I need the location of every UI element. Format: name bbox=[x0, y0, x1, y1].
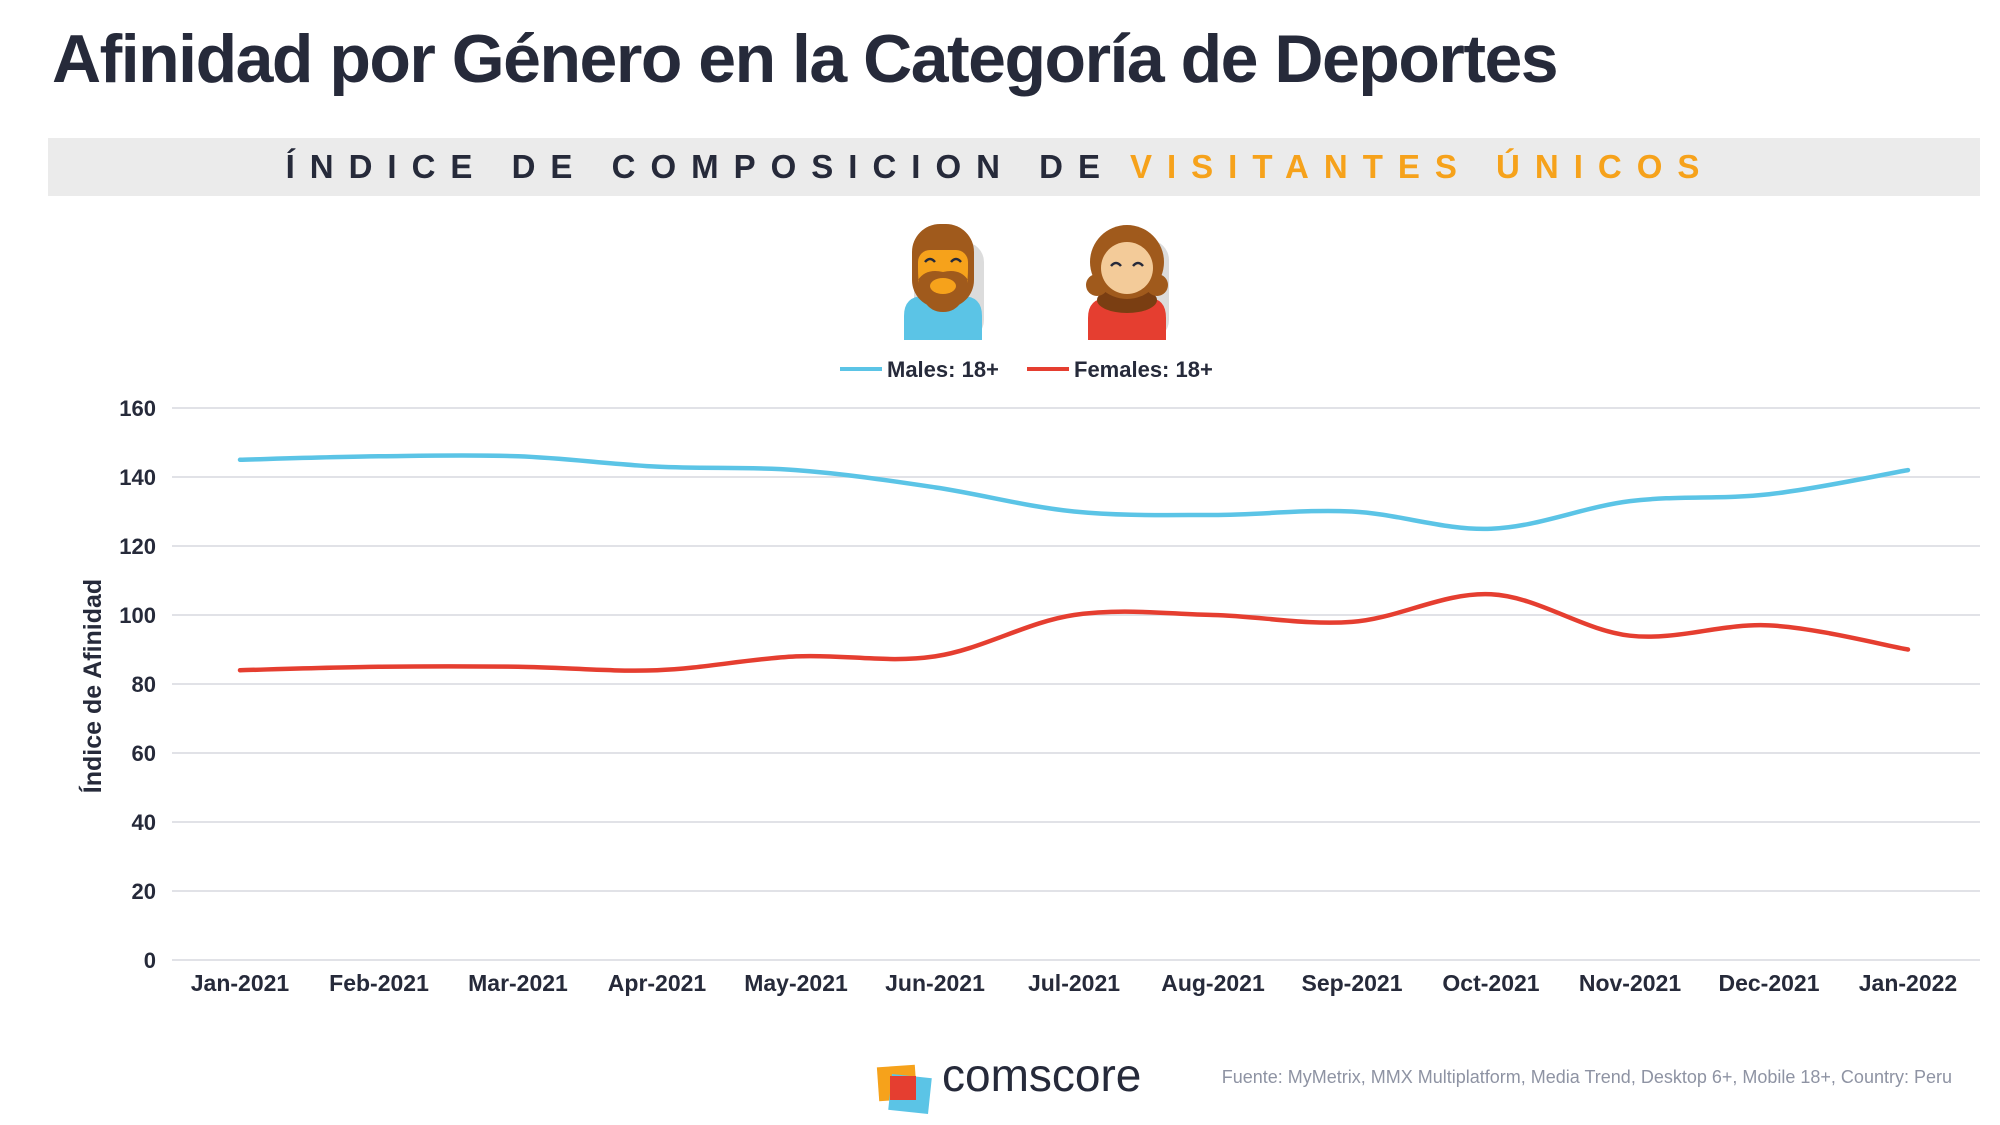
y-tick-label: 40 bbox=[132, 810, 156, 835]
x-tick-label: Feb-2021 bbox=[329, 970, 429, 996]
y-axis-ticks: 0 20 40 60 80 100 120 140 160 bbox=[119, 396, 156, 973]
subtitle-band bbox=[48, 138, 1980, 196]
y-tick-label: 140 bbox=[119, 465, 156, 490]
x-tick-label: Oct-2021 bbox=[1442, 970, 1539, 996]
female-avatar-icon bbox=[1086, 225, 1169, 340]
x-tick-label: Apr-2021 bbox=[608, 970, 707, 996]
y-tick-label: 80 bbox=[132, 672, 156, 697]
x-tick-label: Sep-2021 bbox=[1301, 970, 1402, 996]
x-tick-label: Dec-2021 bbox=[1718, 970, 1819, 996]
series-lines bbox=[237, 453, 1911, 673]
x-tick-label: Jul-2021 bbox=[1028, 970, 1120, 996]
subtitle-highlight: VISITANTES ÚNICOS bbox=[1129, 148, 1715, 185]
subtitle-prefix: ÍNDICE DE COMPOSICION DE bbox=[285, 148, 1115, 185]
chart-legend: Males: 18+ Females: 18+ bbox=[840, 357, 1213, 382]
legend-label-females: Females: 18+ bbox=[1074, 357, 1213, 382]
x-tick-label: Nov-2021 bbox=[1579, 970, 1681, 996]
male-avatar-icon bbox=[904, 224, 984, 340]
x-tick-label: May-2021 bbox=[744, 970, 848, 996]
subtitle: ÍNDICE DE COMPOSICION DE VISITANTES ÚNIC… bbox=[0, 138, 2000, 196]
series-line-males bbox=[237, 453, 1911, 532]
x-axis-ticks: Jan-2021 Feb-2021 Mar-2021 Apr-2021 May-2021… bbox=[191, 970, 1957, 996]
comscore-logo-icon bbox=[876, 1064, 932, 1114]
y-tick-label: 60 bbox=[132, 741, 156, 766]
y-tick-label: 120 bbox=[119, 534, 156, 559]
comscore-logo-text: comscore bbox=[942, 1049, 1142, 1101]
y-tick-label: 100 bbox=[119, 603, 156, 628]
legend-label-males: Males: 18+ bbox=[887, 357, 999, 382]
y-axis-label: Índice de Afinidad bbox=[78, 579, 107, 793]
x-tick-label: Jan-2022 bbox=[1859, 970, 1957, 996]
grid-lines bbox=[172, 407, 1980, 961]
x-tick-label: Jan-2021 bbox=[191, 970, 290, 996]
y-tick-label: 0 bbox=[144, 948, 156, 973]
source-note: Fuente: MyMetrix, MMX Multiplatform, Med… bbox=[1221, 1067, 1952, 1087]
page-title: Afinidad por Género en la Categoría de D… bbox=[52, 21, 1559, 97]
y-tick-label: 20 bbox=[132, 879, 156, 904]
x-tick-label: Aug-2021 bbox=[1161, 970, 1265, 996]
y-tick-label: 160 bbox=[119, 396, 156, 421]
x-tick-label: Jun-2021 bbox=[885, 970, 985, 996]
series-line-females bbox=[237, 591, 1911, 673]
x-tick-label: Mar-2021 bbox=[468, 970, 568, 996]
